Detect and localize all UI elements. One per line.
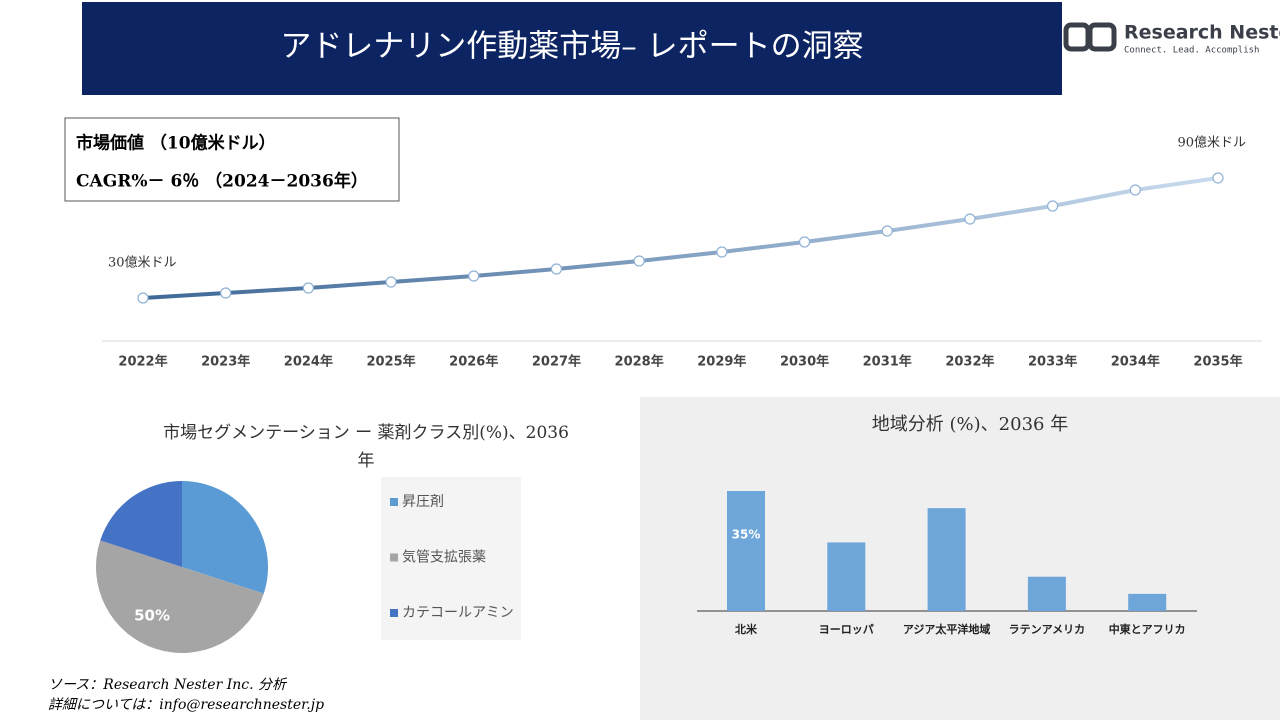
info-line: 市場価値 （10億米ドル） — [76, 133, 276, 154]
x-tick-label: 北米 — [735, 622, 758, 636]
logo-name: Research Nester — [1124, 22, 1280, 44]
x-tick-label: 中東とアフリカ — [1109, 622, 1186, 636]
logo-icon — [1063, 22, 1091, 52]
chart-title: 市場セグメンテーション ー 薬剤クラス別(%)、2036 年 — [163, 423, 569, 471]
x-tick-label: 2022年 — [118, 354, 167, 370]
pie-slice — [100, 480, 182, 567]
x-tick-label: 2026年 — [449, 354, 498, 370]
legend-swatch — [390, 553, 398, 562]
line-point — [550, 263, 563, 275]
footer-line: ソース：Research Nester Inc. 分析 — [48, 677, 288, 693]
x-tick-label: ラテンアメリカ — [1009, 623, 1085, 636]
x-tick-label: 2033年 — [1028, 354, 1077, 370]
header-title: アドレナリン作動薬市場– レポートの洞察 — [280, 29, 863, 65]
bar — [1027, 576, 1066, 611]
info-line: CAGR%－ 6％ （2024－2036年） — [76, 171, 368, 192]
x-tick-label: ヨーロッパ — [819, 623, 874, 636]
logo: Research Nester Connect. Lead. Accomplis… — [1063, 22, 1280, 56]
x-tick-label: 2034年 — [1111, 354, 1160, 370]
legend-swatch — [390, 609, 398, 617]
x-tick-label: 2027年 — [532, 354, 581, 370]
pie-slice — [182, 481, 268, 594]
x-tick-label: 2025年 — [366, 354, 415, 370]
title-line: 市場セグメンテーション ー 薬剤クラス別(%)、2036 — [163, 423, 569, 443]
bar-chart: 地域分析 (%)、2036 年北米 35% ヨーロッパ アジア太平洋地域 ラテンアメリカ… — [727, 414, 1186, 636]
legend-label: 昇圧剤 — [402, 494, 444, 510]
bar — [827, 542, 866, 611]
x-tick-label: 2024年 — [284, 354, 333, 370]
line-point — [964, 213, 976, 225]
bar — [927, 508, 966, 611]
x-tick-label: 2035年 — [1193, 354, 1242, 370]
x-tick-label: 2032年 — [945, 354, 994, 370]
line-point — [1129, 184, 1141, 196]
line-point — [798, 236, 811, 248]
line-point — [1047, 200, 1059, 212]
line-point — [468, 270, 480, 282]
legend-label: カテコールアミン — [402, 605, 514, 621]
x-tick-label: 2031年 — [863, 354, 912, 370]
info-box — [64, 117, 400, 202]
pie-legend-box — [381, 477, 521, 640]
logo-tagline: Connect. Lead. Accomplish — [1124, 46, 1259, 56]
legend-label: 気管支拡張薬 — [402, 550, 486, 566]
legend-swatch — [390, 498, 398, 506]
x-tick-label: 2029年 — [697, 354, 746, 370]
line-series — [142, 176, 1219, 300]
annotation: 30億米ドル — [108, 255, 177, 271]
line-point — [385, 276, 397, 288]
x-tick-label: 2030年 — [780, 354, 829, 370]
x-tick-label: 2023年 — [201, 354, 250, 370]
line-point — [1212, 172, 1224, 184]
x-tick-label: アジア太平洋地域 — [903, 622, 991, 636]
line-point — [302, 282, 314, 294]
line-point — [716, 246, 728, 258]
annotation: 90億米ドル — [1177, 135, 1246, 151]
bar — [1128, 593, 1167, 611]
line-point — [633, 255, 645, 267]
logo-icon — [1087, 22, 1117, 52]
footer-line: 詳細については：info@researchnester.jp — [48, 697, 324, 713]
line-chart: 2022年 2023年 2024年 2025年 2026年 2027年 2028年 2029年… — [108, 135, 1246, 370]
x-tick-label: 2028年 — [615, 354, 664, 370]
title-line: 年 — [358, 451, 375, 471]
data-label: 50% — [134, 607, 170, 625]
line-point — [137, 292, 149, 304]
line-point — [881, 225, 893, 237]
data-label: 35% — [732, 528, 761, 542]
header-bar — [82, 2, 1062, 95]
bar — [727, 491, 765, 611]
chart-title: 地域分析 (%)、2036 年 — [872, 414, 1068, 435]
line-point — [220, 287, 232, 299]
pie-slice — [96, 540, 264, 653]
